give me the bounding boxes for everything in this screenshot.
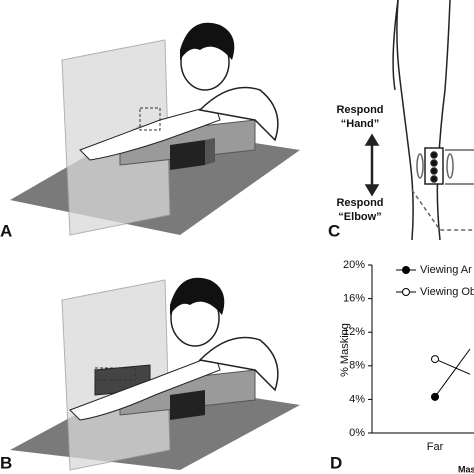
- legend-marker: [402, 266, 410, 274]
- panel-label: B: [0, 453, 12, 472]
- y-tick-label: 8%: [349, 360, 365, 372]
- illustration-b: [10, 277, 300, 471]
- panel-label: D: [330, 453, 342, 472]
- y-tick-label: 12%: [343, 326, 365, 338]
- respond-label: Respond: [336, 197, 383, 209]
- panel-label: A: [0, 221, 12, 240]
- marker: [431, 392, 439, 401]
- illustration-a: [10, 22, 300, 236]
- legend-label: Viewing Ar: [420, 264, 472, 276]
- panel-label: C: [328, 221, 340, 240]
- y-axis-label: % Masking: [339, 323, 351, 377]
- y-tick-label: 4%: [349, 393, 365, 405]
- x-tick-label: Far: [427, 441, 444, 453]
- respond-label: “Hand”: [341, 118, 380, 130]
- marker: [431, 355, 439, 364]
- y-tick-label: 20%: [343, 259, 365, 271]
- respond-label: “Elbow”: [338, 211, 381, 223]
- respond-label: Respond: [336, 104, 383, 116]
- series-line: [434, 358, 471, 375]
- series-line: [434, 348, 471, 398]
- legend-marker: [402, 288, 410, 296]
- y-tick-label: 0%: [349, 427, 365, 439]
- y-tick-label: 16%: [343, 293, 365, 305]
- illustration-c: [364, 0, 474, 241]
- x-axis-label: Mas: [458, 464, 474, 474]
- legend-label: Viewing Ob: [420, 286, 474, 298]
